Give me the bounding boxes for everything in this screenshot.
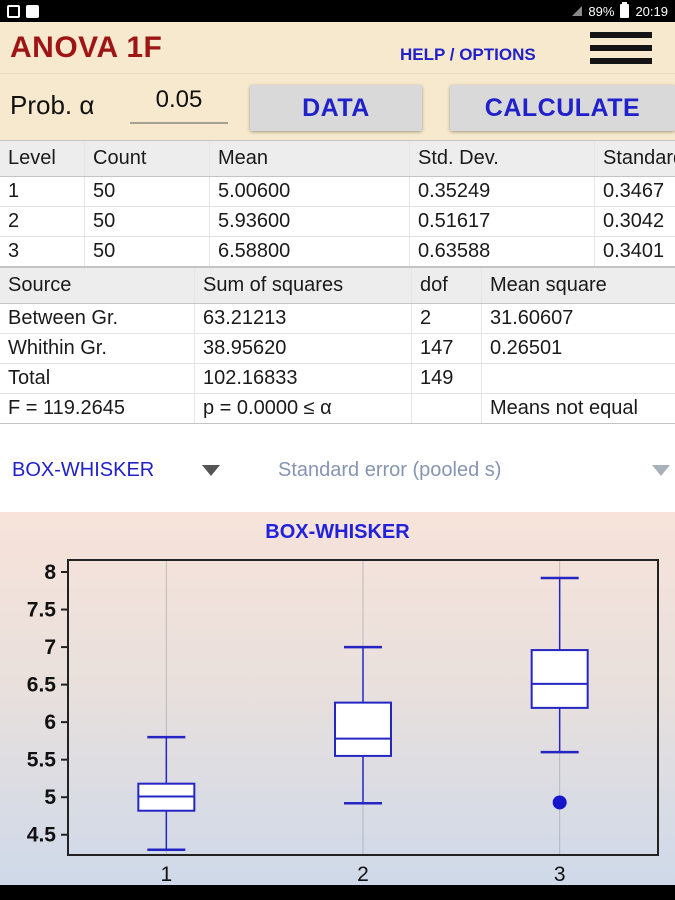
cell: 5.00600: [210, 177, 410, 206]
table-row: Total 102.16833 149: [0, 364, 675, 394]
column-header: Source: [0, 268, 195, 303]
cell: 50: [85, 207, 210, 236]
stats-table-header: Level Count Mean Std. Dev. Standard erro…: [0, 140, 675, 177]
cell: 50: [85, 177, 210, 206]
cell: 0.35249: [410, 177, 595, 206]
anova-table-header: Source Sum of squares dof Mean square: [0, 267, 675, 304]
battery-percent-label: 89%: [588, 3, 615, 19]
column-header: Sum of squares: [195, 268, 412, 303]
svg-text:1: 1: [160, 863, 172, 885]
anova-table: Source Sum of squares dof Mean square Be…: [0, 267, 675, 424]
app-title: ANOVA 1F: [10, 30, 163, 64]
calculate-button[interactable]: CALCULATE: [450, 85, 675, 131]
battery-icon: [620, 2, 630, 18]
error-type-dropdown[interactable]: Standard error (pooled s): [278, 452, 670, 488]
table-row: 3 50 6.58800 0.63588 0.3401: [0, 237, 675, 267]
cell: 0.51617: [410, 207, 595, 236]
column-header: Mean square: [490, 274, 607, 296]
conclusion: Means not equal: [490, 397, 638, 419]
navigation-bar: [0, 885, 675, 900]
cell: 63.21213: [195, 304, 412, 333]
table-row-f-result: F = 119.2645 p = 0.0000 ≤ α Means not eq…: [0, 394, 675, 424]
table-row: Between Gr. 63.21213 2 31.60607: [0, 304, 675, 334]
cell: 31.60607: [490, 307, 574, 329]
cell: [482, 364, 675, 393]
column-header: dof: [412, 268, 482, 303]
cell: 5.93600: [210, 207, 410, 236]
cell: 1: [0, 177, 85, 206]
chevron-down-icon: [652, 464, 670, 476]
status-notification-area: [7, 4, 39, 18]
svg-text:2: 2: [357, 863, 369, 885]
svg-text:7.5: 7.5: [27, 599, 57, 622]
chart-type-value: BOX-WHISKER: [12, 458, 155, 481]
svg-text:5.5: 5.5: [27, 749, 57, 772]
svg-text:7: 7: [44, 636, 56, 659]
selectors-bar: BOX-WHISKER Standard error (pooled s): [0, 424, 675, 512]
cell: 0.63588: [410, 237, 595, 266]
cell: 149: [412, 364, 482, 393]
column-header: Std. Dev.: [410, 141, 595, 176]
table-row: 1 50 5.00600 0.35249 0.3467: [0, 177, 675, 207]
svg-text:4.5: 4.5: [27, 824, 57, 847]
boxplot-canvas: 8 7.5 7 6.5 6 5.5 5 4.5 1 2 3: [27, 559, 659, 885]
alpha-input[interactable]: 0.05: [130, 86, 228, 124]
clock-label: 20:19: [635, 3, 668, 19]
cell: Whithin Gr.: [0, 334, 195, 363]
cell: 0.3467: [603, 180, 665, 202]
help-options-link[interactable]: HELP / OPTIONS: [400, 45, 536, 64]
menu-bar: [590, 32, 652, 38]
p-value: p = 0.0000 ≤ α: [195, 394, 412, 423]
status-bar: 89% 20:19: [0, 0, 675, 22]
svg-text:8: 8: [44, 561, 56, 584]
menu-icon[interactable]: [590, 32, 652, 64]
status-system-area: 89% 20:19: [572, 2, 668, 19]
menu-bar: [590, 45, 652, 51]
cell: 102.16833: [195, 364, 412, 393]
svg-text:3: 3: [554, 863, 566, 885]
svg-text:6.5: 6.5: [27, 674, 57, 697]
chart-type-dropdown[interactable]: BOX-WHISKER: [12, 452, 220, 488]
prob-alpha-label: Prob. α: [10, 90, 95, 120]
cell: [412, 394, 482, 423]
cell: 3: [0, 237, 85, 266]
cell: 2: [412, 304, 482, 333]
f-statistic: F = 119.2645: [0, 394, 195, 423]
cell: 6.58800: [210, 237, 410, 266]
svg-text:6: 6: [44, 711, 56, 734]
column-header: Standard error: [603, 147, 675, 169]
cell: 0.3401: [603, 240, 665, 262]
chevron-down-icon: [202, 464, 220, 476]
signal-icon: [572, 6, 583, 16]
cell: 147: [412, 334, 482, 363]
controls-bar: Prob. α 0.05 DATA CALCULATE: [0, 74, 675, 140]
stats-table: Level Count Mean Std. Dev. Standard erro…: [0, 140, 675, 267]
chart-title: BOX-WHISKER: [265, 521, 410, 543]
cell: 50: [85, 237, 210, 266]
column-header: Count: [85, 141, 210, 176]
notification-icon: [7, 4, 20, 18]
table-row: Whithin Gr. 38.95620 147 0.26501: [0, 334, 675, 364]
app-header: ANOVA 1F HELP / OPTIONS: [0, 22, 675, 74]
cell: 2: [0, 207, 85, 236]
cell: 0.26501: [490, 337, 563, 359]
menu-bar: [590, 58, 652, 64]
cell: Total: [0, 364, 195, 393]
screenshot-icon: [26, 4, 39, 18]
cell: 0.3042: [603, 210, 665, 232]
cell: Between Gr.: [0, 304, 195, 333]
column-header: Mean: [210, 141, 410, 176]
data-button[interactable]: DATA: [250, 85, 422, 131]
svg-text:5: 5: [44, 786, 56, 809]
column-header: Level: [0, 141, 85, 176]
chart-panel: BOX-WHISKER 8 7.5 7 6.5 6 5.5 5 4.5 1 2 3: [0, 512, 675, 885]
error-type-value: Standard error (pooled s): [278, 458, 502, 481]
cell: 38.95620: [195, 334, 412, 363]
table-row: 2 50 5.93600 0.51617 0.3042: [0, 207, 675, 237]
